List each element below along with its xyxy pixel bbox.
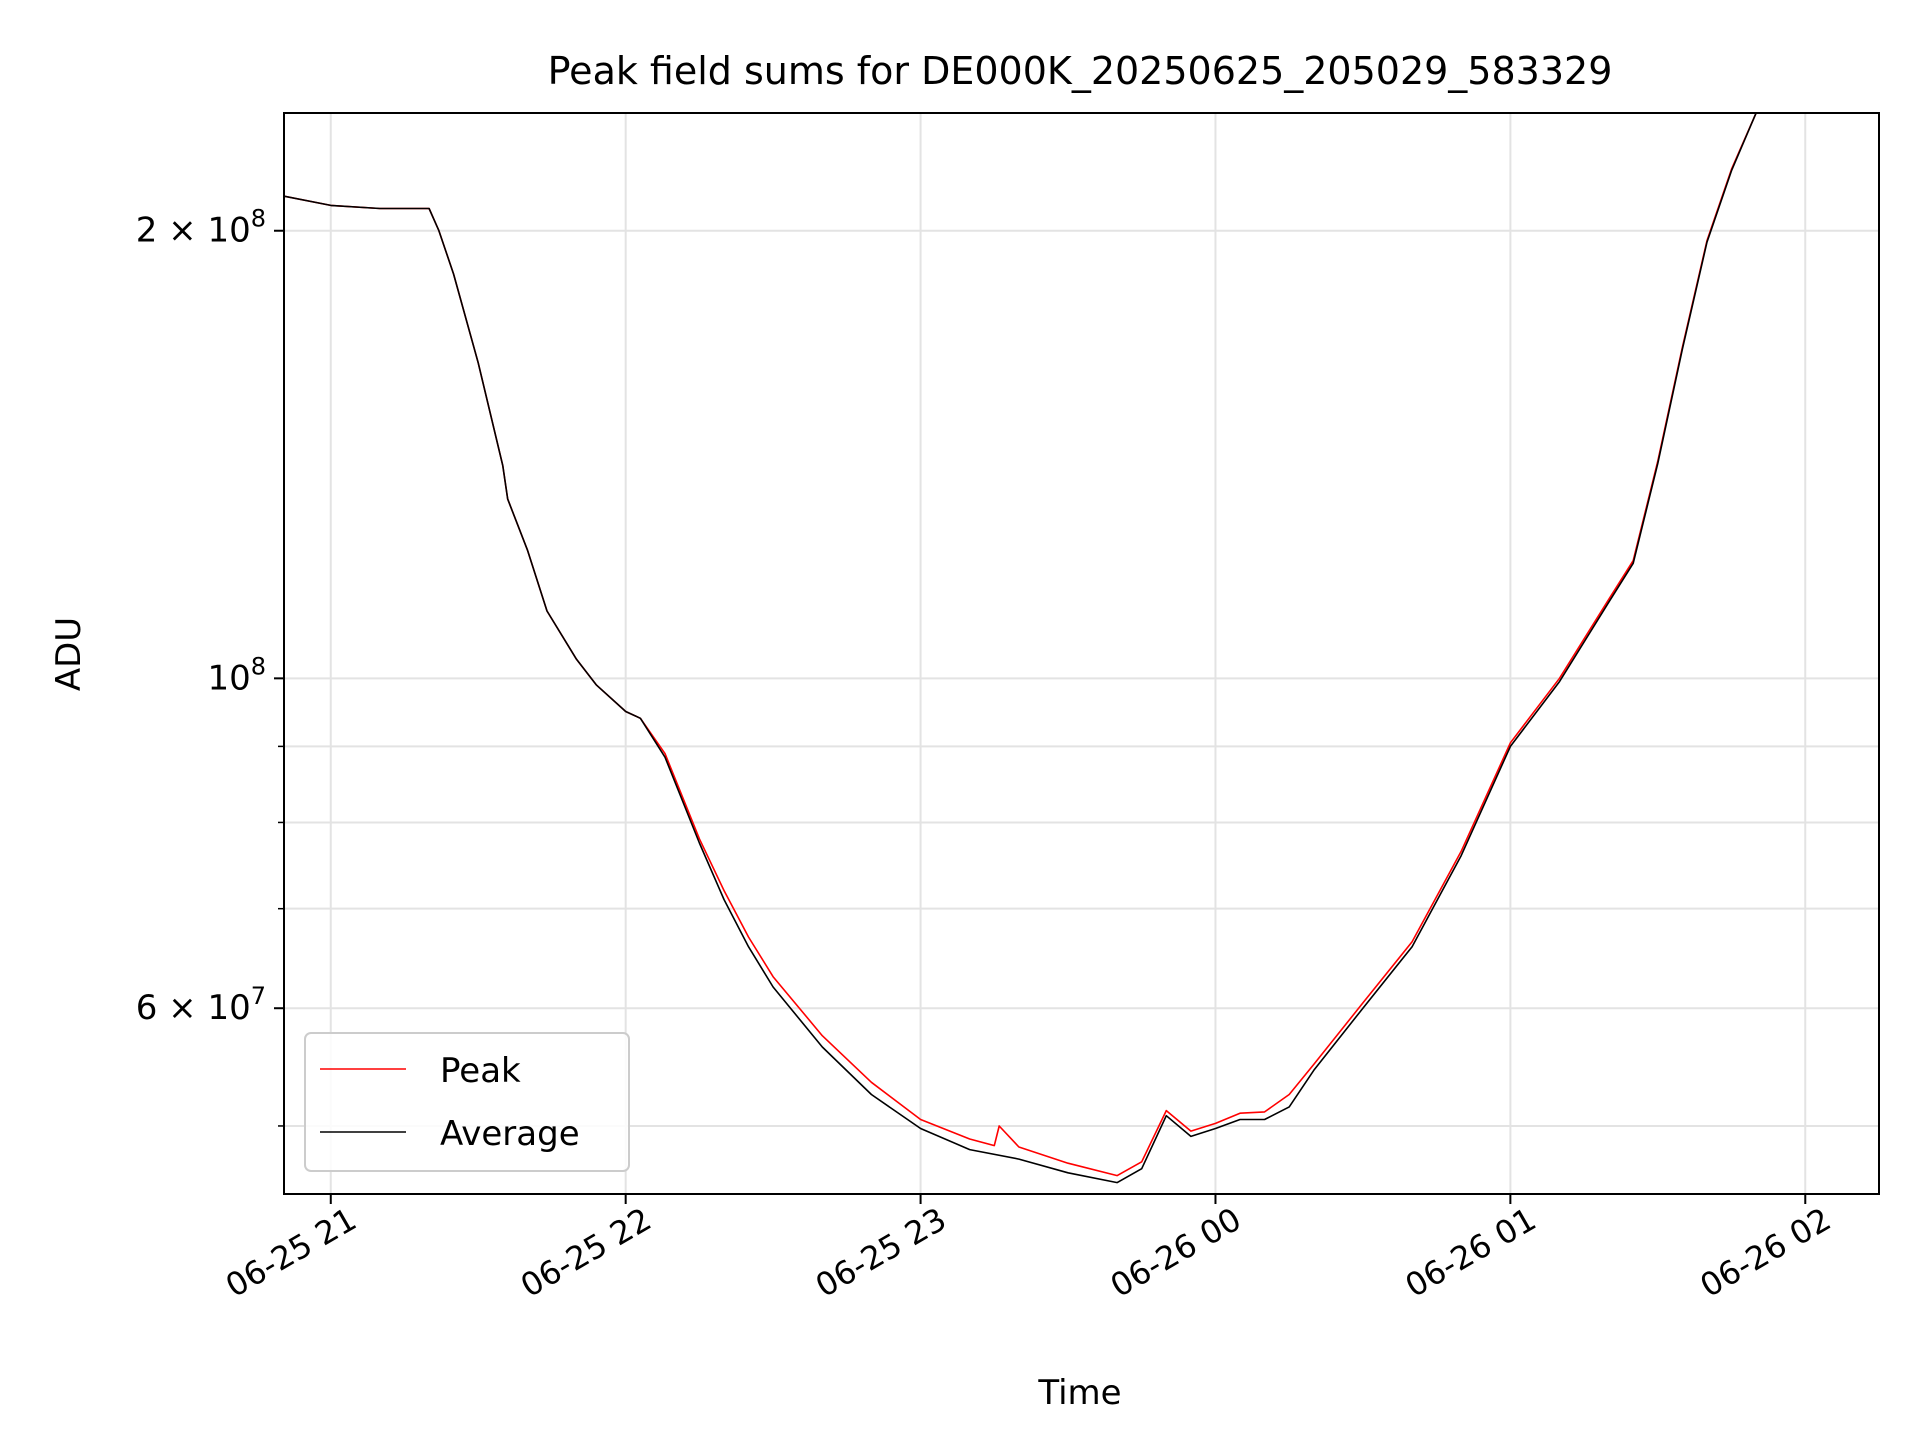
axes-frame [283,112,1880,1195]
plot-area [284,113,1757,1184]
x-axis-label: Time [1037,1373,1121,1413]
chart-title: Peak field sums for DE000K_20250625_2050… [548,49,1613,93]
legend: Peak Average [304,1032,630,1172]
legend-label-peak: Peak [440,1051,521,1091]
y-axis-label: ADU [49,617,89,691]
y-axis: 2 × 108 108 6 × 107 [136,205,284,1127]
grid [284,113,1879,1194]
legend-box [304,1032,630,1172]
y-tick-label: 108 [207,652,266,698]
y-tick-label: 6 × 107 [136,982,266,1028]
series-line-average [284,113,1757,1184]
y-tick-label: 2 × 108 [136,205,266,251]
legend-label-average: Average [440,1114,580,1154]
